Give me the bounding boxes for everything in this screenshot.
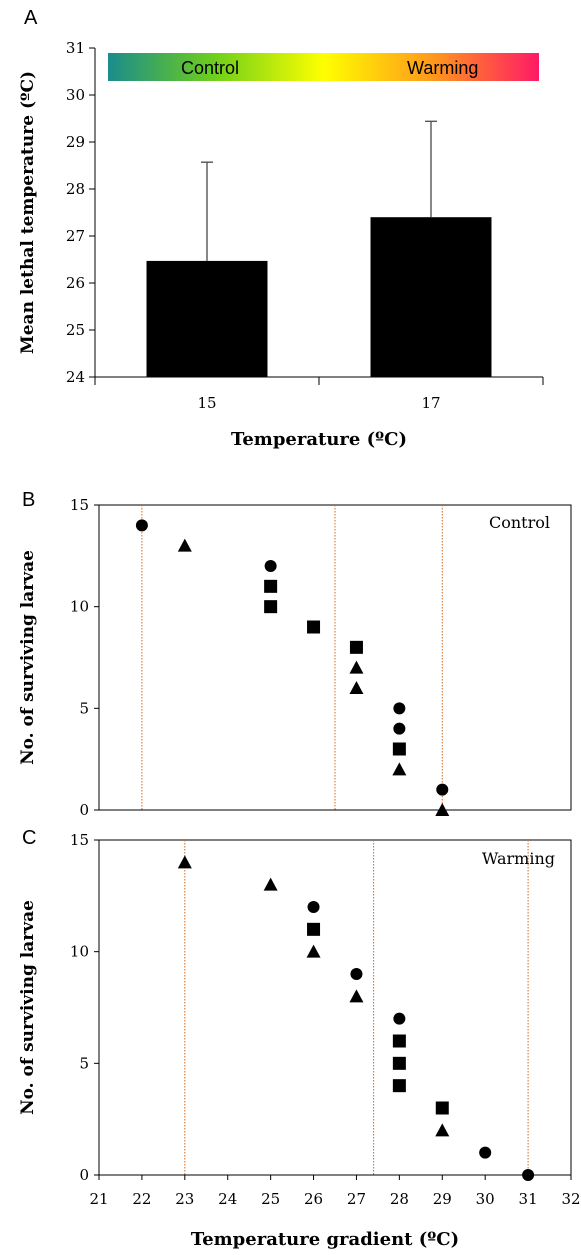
panel-b-point-triangle bbox=[392, 762, 407, 776]
panel-b-point-circle bbox=[436, 783, 449, 796]
panel-c-point-circle bbox=[522, 1169, 535, 1181]
panel-c-point-circle bbox=[350, 968, 363, 980]
panel-c-point-triangle bbox=[177, 855, 192, 869]
panel-a-y-tick-label: 28 bbox=[66, 180, 85, 198]
panel-a-category-label: 15 bbox=[197, 394, 216, 412]
panel-c-point-square bbox=[392, 1034, 406, 1048]
panel-b-point-circle bbox=[393, 722, 406, 735]
panel-b-scatter-chart: 0 5 10 15 Control No. of surviving larvae bbox=[18, 496, 572, 819]
panel-c-x-tick-label: 26 bbox=[304, 1190, 323, 1208]
panel-label-b: B bbox=[22, 489, 35, 511]
panel-b-point-circle bbox=[135, 519, 148, 532]
panel-c-point-triangle bbox=[435, 1123, 450, 1137]
panel-b-point-triangle bbox=[435, 803, 450, 816]
panel-a-bar-15 bbox=[146, 260, 268, 377]
panel-b-point-square bbox=[264, 600, 278, 614]
panel-b-y-tick-label: 10 bbox=[70, 598, 89, 616]
panel-c-x-tick-label: 23 bbox=[175, 1190, 194, 1208]
panel-c-x-tick-label: 27 bbox=[347, 1190, 366, 1208]
panel-c-y-tick-label: 5 bbox=[79, 1054, 89, 1072]
panel-c-point-square bbox=[435, 1101, 449, 1115]
panel-c-x-tick-label: 30 bbox=[476, 1190, 495, 1208]
panel-b-point-triangle bbox=[349, 660, 364, 674]
panel-c-y-tick-label: 0 bbox=[79, 1166, 89, 1184]
panel-c-plot-frame bbox=[98, 839, 572, 1176]
panel-c-point-triangle bbox=[263, 877, 278, 891]
panel-c-x-tick-label: 32 bbox=[561, 1190, 580, 1208]
panel-c-annotation: Warming bbox=[482, 849, 555, 868]
panel-b-point-circle bbox=[264, 560, 277, 572]
panel-c-point-triangle bbox=[349, 989, 364, 1003]
panel-b-y-tick-label: 0 bbox=[79, 801, 89, 819]
panel-b-point-square bbox=[307, 620, 321, 634]
panel-c-x-tick-label: 24 bbox=[218, 1190, 237, 1208]
panel-a-y-tick-label: 30 bbox=[66, 86, 85, 104]
panel-b-point-circle bbox=[393, 702, 406, 715]
panel-c-x-tick-label: 29 bbox=[433, 1190, 452, 1208]
panel-c-y-tick-label: 15 bbox=[70, 831, 89, 849]
panel-b-y-axis-label: No. of surviving larvae bbox=[18, 550, 38, 765]
panel-c-point-circle bbox=[479, 1146, 492, 1159]
panel-b-annotation: Control bbox=[489, 513, 550, 532]
panel-label-c: C bbox=[22, 827, 36, 849]
panel-c-point-square bbox=[392, 1079, 406, 1093]
panel-a-y-tick-label: 25 bbox=[66, 321, 85, 339]
temperature-gradient-legend bbox=[108, 53, 539, 81]
panel-c-y-axis-label: No. of surviving larvae bbox=[18, 900, 38, 1115]
panel-c-point-circle bbox=[393, 1012, 406, 1025]
panel-b-point-square bbox=[264, 579, 278, 593]
panel-label-a: A bbox=[24, 7, 38, 29]
panel-c-point-triangle bbox=[306, 944, 321, 958]
gradient-label-control: Control bbox=[181, 58, 239, 78]
gradient-label-warming: Warming bbox=[407, 58, 478, 78]
panel-c-x-tick-label: 22 bbox=[132, 1190, 151, 1208]
panel-b-point-square bbox=[349, 640, 363, 654]
panel-c-x-tick-label: 28 bbox=[390, 1190, 409, 1208]
panel-a-category-label: 17 bbox=[421, 394, 440, 412]
panel-b-point-triangle bbox=[177, 538, 192, 552]
panel-a-y-tick-label: 24 bbox=[66, 368, 85, 386]
panel-c-x-tick-label: 31 bbox=[519, 1190, 538, 1208]
panel-a-x-axis-label: Temperature (ºC) bbox=[231, 429, 407, 450]
panel-a-y-tick-label: 27 bbox=[66, 227, 85, 245]
panel-a-y-axis-label: Mean lethal temperature (ºC) bbox=[18, 71, 38, 354]
panel-b-y-tick-label: 5 bbox=[79, 699, 89, 717]
panel-b-point-triangle bbox=[349, 681, 364, 694]
panel-c-x-axis-label: Temperature gradient (ºC) bbox=[191, 1229, 459, 1250]
panel-c-x-tick-label: 21 bbox=[89, 1190, 108, 1208]
panel-c-x-tick-label: 25 bbox=[261, 1190, 280, 1208]
panel-a-bar-17 bbox=[370, 217, 492, 377]
panel-c-scatter-chart: 0 5 10 15 21 22 23 24 25 26 27 28 29 30 31 32 Warming N… bbox=[18, 831, 581, 1250]
panel-a-y-tick-label: 29 bbox=[66, 133, 85, 151]
panel-b-point-square bbox=[392, 742, 406, 756]
panel-a-y-tick-label: 31 bbox=[66, 39, 85, 57]
panel-c-point-circle bbox=[307, 901, 320, 913]
panel-b-y-tick-label: 15 bbox=[70, 496, 89, 514]
panel-a-bar-chart: Control Warming 24 25 26 27 28 29 30 31 15 17 Me… bbox=[18, 39, 544, 450]
panel-c-point-square bbox=[307, 922, 321, 936]
panel-c-y-tick-label: 10 bbox=[70, 943, 89, 961]
panel-a-y-tick-label: 26 bbox=[66, 274, 85, 292]
panel-c-point-square bbox=[392, 1056, 406, 1070]
